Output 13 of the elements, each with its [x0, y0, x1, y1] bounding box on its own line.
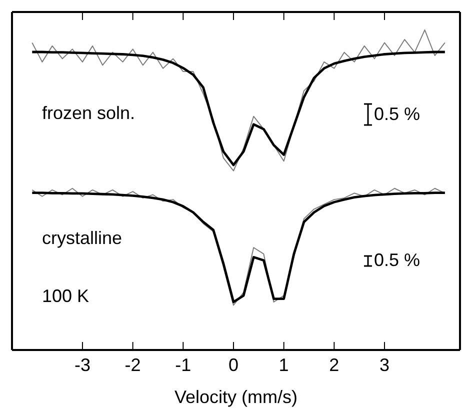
- x-tick-label: -1: [175, 354, 192, 375]
- x-tick-label: 3: [379, 354, 390, 375]
- annotation: 0.5 %: [374, 250, 420, 271]
- annotation: crystalline: [42, 228, 122, 249]
- x-tick-label: 1: [278, 354, 289, 375]
- x-tick-label: -3: [74, 354, 90, 375]
- x-tick-label: 0: [228, 354, 238, 375]
- x-axis-title: Velocity (mm/s): [174, 387, 298, 407]
- annotation: 0.5 %: [374, 104, 420, 125]
- x-tick-label: -2: [124, 354, 141, 375]
- annotation: 100 K: [42, 286, 90, 307]
- x-tick-label: 2: [329, 354, 340, 375]
- annotation: frozen soln.: [42, 103, 136, 124]
